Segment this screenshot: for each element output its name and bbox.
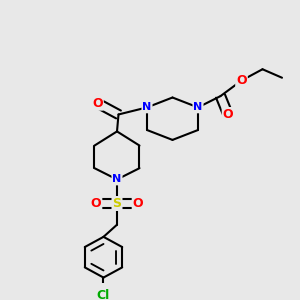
Text: O: O [91,197,101,210]
Text: O: O [133,197,143,210]
Text: O: O [223,108,233,121]
Text: O: O [92,97,103,110]
Text: Cl: Cl [97,290,110,300]
Text: N: N [194,102,202,112]
Text: O: O [236,74,247,87]
Text: S: S [112,197,122,210]
Text: N: N [112,175,122,184]
Text: N: N [142,102,152,112]
